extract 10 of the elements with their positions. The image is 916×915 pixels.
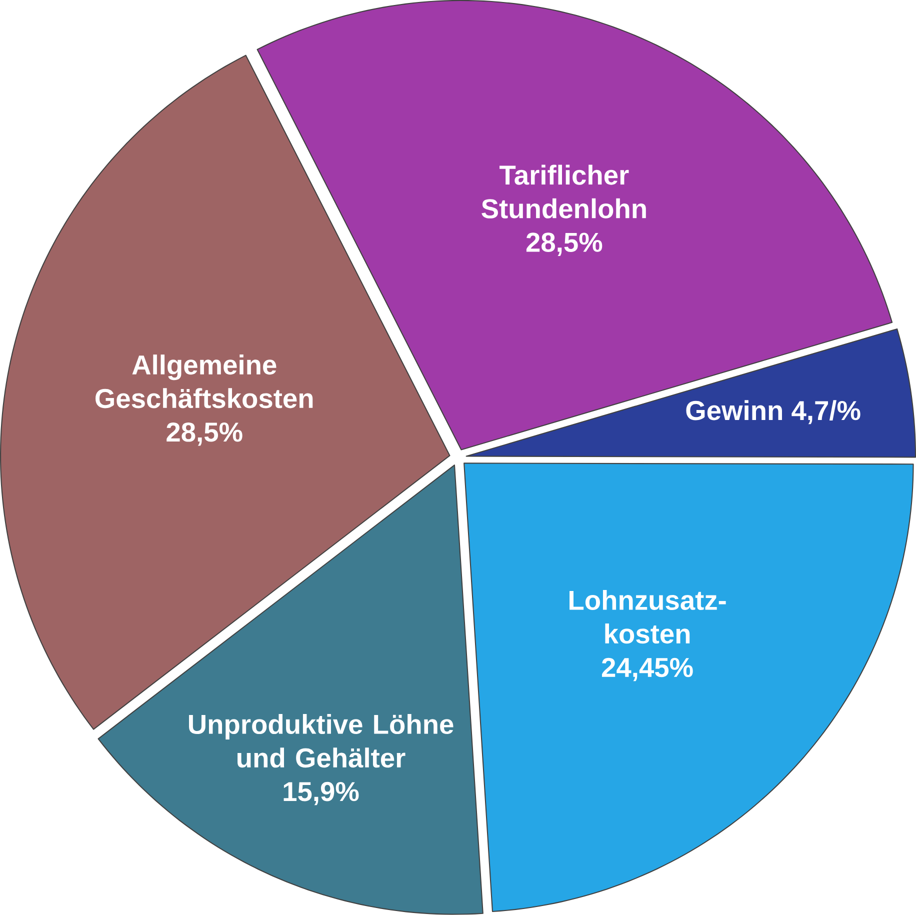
- slice-label: Lohnzusatz-kosten: [570, 590, 726, 644]
- slice-label: Unproduktive Löhne und Gehälter: [189, 714, 454, 768]
- data-label: 24,45%: [602, 658, 693, 682]
- data-label: 4,7/%: [792, 400, 860, 424]
- data-label: 28,5%: [166, 422, 242, 446]
- data-label: 28,5%: [526, 232, 602, 256]
- data-label: 15,9%: [284, 782, 359, 806]
- slice-label: Tariflicher Stundenlohn: [482, 164, 646, 218]
- slice-label: Allgemeine Geschäftskosten: [96, 354, 313, 408]
- slice-label: Gewinn: [686, 400, 782, 420]
